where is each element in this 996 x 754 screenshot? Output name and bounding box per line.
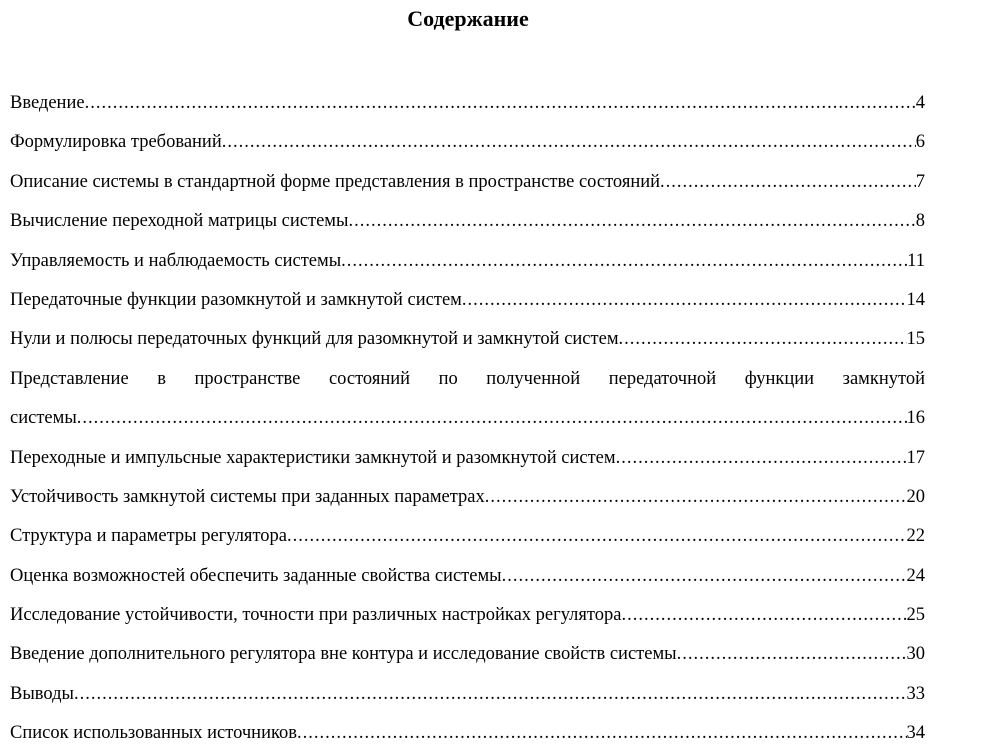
toc-entry[interactable]: Список использованных источников........… [10, 714, 925, 753]
toc-entry-page: 14 [906, 289, 926, 310]
dot-leader: ........................................… [84, 93, 916, 113]
dot-leader: ........................................… [297, 723, 906, 744]
toc-entry[interactable]: Оценка возможностей обеспечить заданные … [10, 557, 925, 596]
toc-entry-page: 17 [906, 447, 926, 468]
dot-leader: ........................................… [618, 329, 907, 350]
toc-entry[interactable]: системы.................................… [10, 399, 925, 438]
toc-entry[interactable]: Вычисление переходной матрицы системы...… [10, 202, 925, 241]
dot-leader: ........................................… [76, 408, 907, 429]
dot-leader: ........................................… [676, 644, 907, 665]
dot-leader: ........................................… [501, 565, 907, 586]
toc-entry-label: Введение [10, 93, 85, 113]
dot-leader: ........................................… [348, 211, 915, 232]
toc-entry-page: 7 [915, 171, 925, 192]
toc-entry-page: 11 [907, 250, 925, 271]
toc-entry-page: 34 [906, 723, 926, 744]
toc-entry-label: Исследование устойчивости, точности при … [10, 605, 622, 626]
toc-entry-label: системы [10, 408, 77, 429]
page-title: Содержание [407, 6, 529, 31]
dot-leader: ........................................… [621, 605, 906, 626]
toc-entry-page: 15 [906, 329, 926, 350]
toc-entry-label: Устойчивость замкнутой системы при задан… [10, 486, 485, 507]
dot-leader: ........................................… [660, 171, 916, 192]
toc-entry-page: 20 [906, 486, 926, 507]
toc-entry[interactable]: Переходные и импульсные характеристики з… [10, 439, 925, 478]
dot-leader: ........................................… [73, 683, 907, 704]
toc-entry[interactable]: Выводы..................................… [10, 675, 925, 714]
toc-entry[interactable]: Управляемость и наблюдаемость системы...… [10, 242, 925, 281]
toc-entry-label: Выводы [10, 683, 74, 704]
toc-entry[interactable]: Формулировка требований.................… [10, 123, 925, 162]
toc-entry-page: 24 [906, 565, 926, 586]
dot-leader: ........................................… [221, 132, 916, 153]
toc-entry-label: Список использованных источников [10, 723, 298, 744]
toc-entry[interactable]: Устойчивость замкнутой системы при задан… [10, 478, 925, 517]
toc-entry-label: Нули и полюсы передаточных функций для р… [10, 329, 619, 350]
toc-entry-page: 25 [906, 605, 926, 626]
dot-leader: ........................................… [341, 250, 907, 271]
toc-entry-page: 6 [915, 132, 925, 153]
toc-entry[interactable]: Передаточные функции разомкнутой и замкн… [10, 281, 925, 320]
toc-entry-label: Описание системы в стандартной форме пре… [10, 171, 661, 192]
toc-entry-label: Передаточные функции разомкнутой и замкн… [10, 289, 462, 310]
toc-entry-label: Оценка возможностей обеспечить заданные … [10, 565, 502, 586]
toc-entry-page: 30 [906, 644, 926, 665]
dot-leader: ........................................… [287, 526, 907, 547]
toc-entry[interactable]: Введение дополнительного регулятора вне … [10, 635, 925, 674]
dot-leader: ........................................… [484, 486, 907, 507]
toc-entry-label: Введение дополнительного регулятора вне … [10, 644, 677, 665]
toc-entry[interactable]: Введение................................… [10, 84, 925, 123]
toc-entry-label-line1: Представление в пространстве состояний п… [10, 368, 925, 389]
toc-entry-label: Структура и параметры регулятора [10, 526, 287, 547]
toc-entry-page: 16 [906, 408, 926, 429]
toc-entry-page: 22 [906, 526, 926, 547]
toc-entry[interactable]: Структура и параметры регулятора........… [10, 517, 925, 556]
toc-entry-label: Вычисление переходной матрицы системы [10, 211, 349, 232]
table-of-contents: Введение................................… [10, 84, 925, 754]
toc-entry-label: Переходные и импульсные характеристики з… [10, 447, 616, 468]
toc-entry-page: 8 [915, 211, 925, 232]
toc-entry-page: 4 [915, 93, 925, 113]
dot-leader: ........................................… [461, 289, 907, 310]
dot-leader: ........................................… [615, 447, 907, 468]
toc-entry-label: Управляемость и наблюдаемость системы [10, 250, 342, 271]
toc-entry-label: Формулировка требований [10, 132, 222, 153]
toc-entry[interactable]: Нули и полюсы передаточных функций для р… [10, 320, 925, 359]
toc-entry[interactable]: Описание системы в стандартной форме пре… [10, 163, 925, 202]
toc-entry-page: 33 [906, 683, 926, 704]
toc-entry[interactable]: Исследование устойчивости, точности при … [10, 596, 925, 635]
